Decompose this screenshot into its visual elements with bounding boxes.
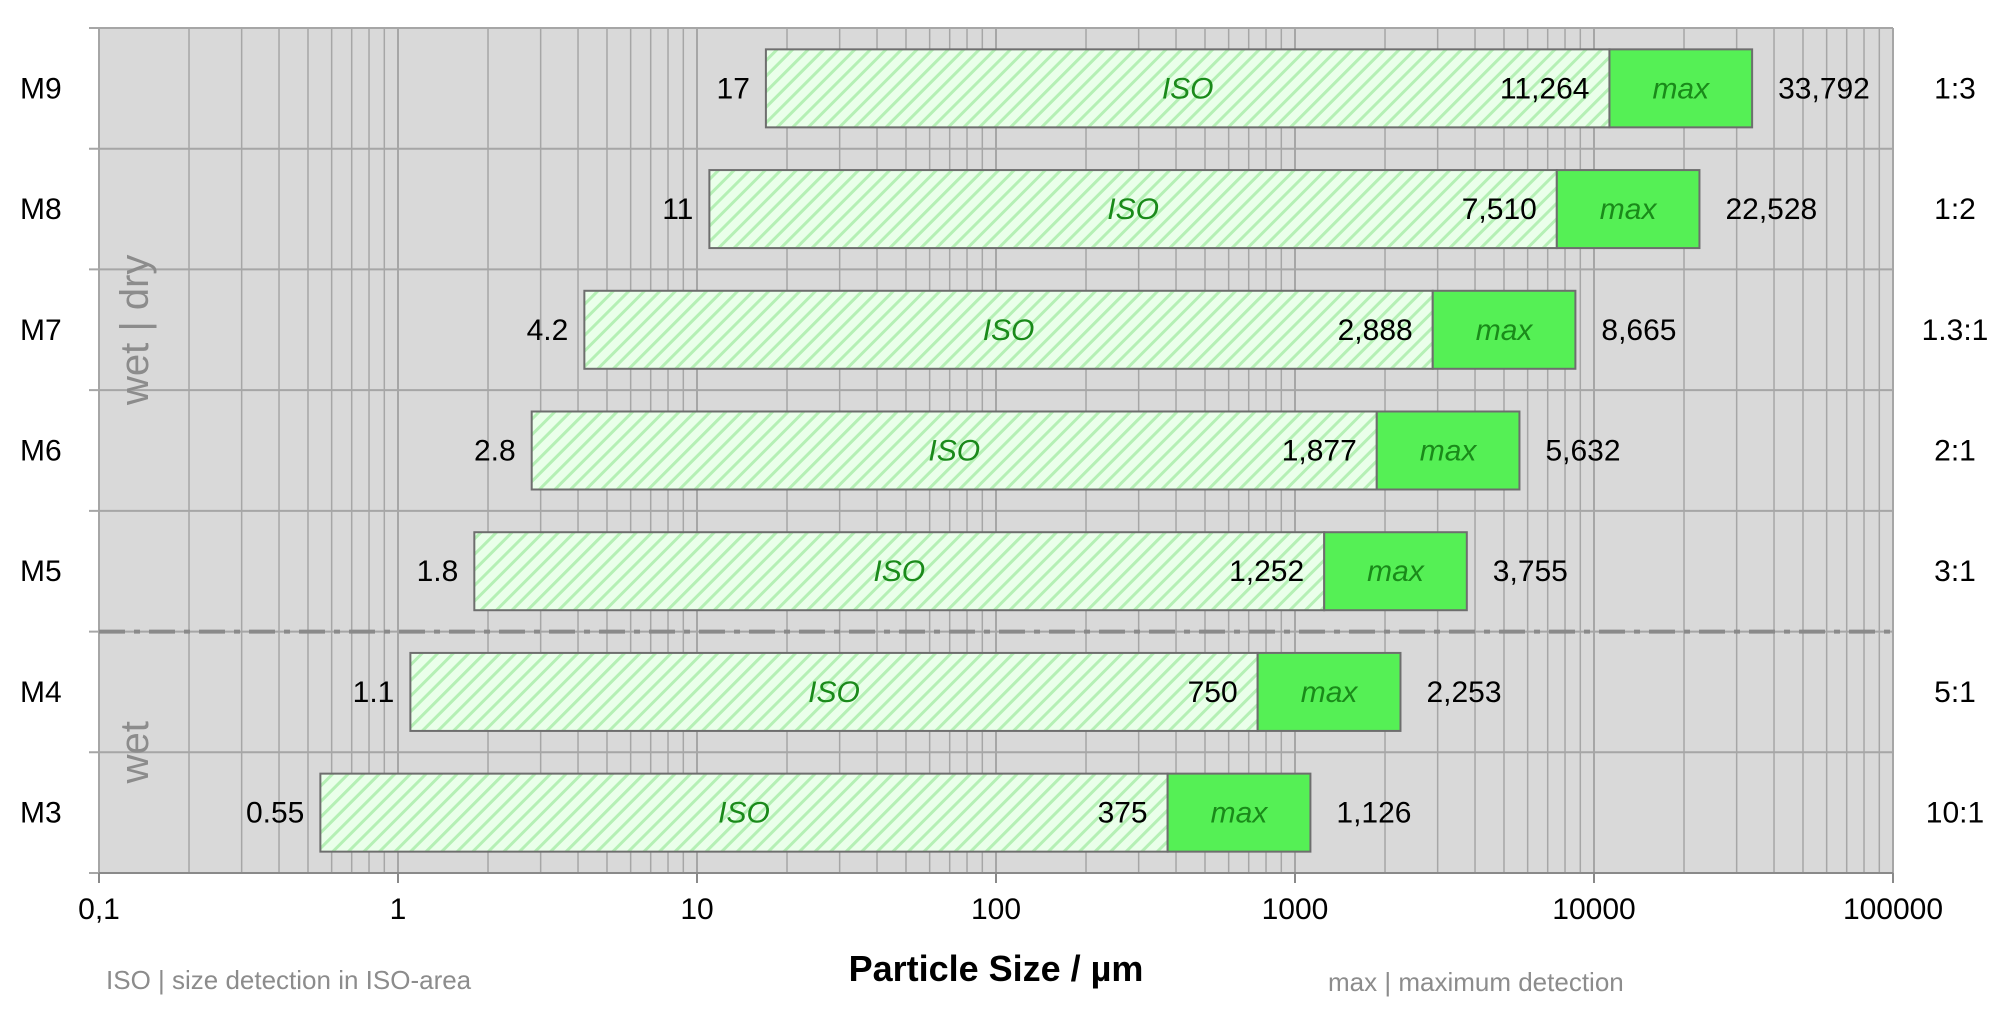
max-segment-label: max bbox=[1211, 797, 1269, 830]
x-tick-label: 100 bbox=[971, 893, 1021, 926]
max-range-bar bbox=[1375, 410, 1521, 491]
ratio-label: 5:1 bbox=[1934, 676, 1976, 709]
ratio-label: 1:3 bbox=[1934, 72, 1976, 105]
max-value-label: 2,253 bbox=[1426, 676, 1501, 709]
iso-min-label: 1.8 bbox=[417, 555, 459, 588]
group-label: wet bbox=[113, 721, 157, 784]
ratio-label: 2:1 bbox=[1934, 435, 1976, 468]
iso-min-label: 2.8 bbox=[474, 435, 516, 468]
max-range-bar bbox=[1608, 48, 1754, 129]
iso-min-label: 1.1 bbox=[353, 676, 395, 709]
row-label: M9 bbox=[20, 72, 62, 105]
max-range-bar bbox=[1323, 531, 1468, 612]
iso-range-bar bbox=[764, 48, 1611, 129]
max-segment-label: max bbox=[1367, 555, 1425, 588]
max-segment-label: max bbox=[1476, 314, 1534, 347]
iso-max-label: 1,252 bbox=[1229, 555, 1304, 588]
ratio-label: 3:1 bbox=[1934, 555, 1976, 588]
x-tick-label: 10000 bbox=[1552, 893, 1635, 926]
iso-legend-note: ISO | size detection in ISO-area bbox=[106, 965, 472, 995]
max-legend-note: max | maximum detection bbox=[1328, 967, 1624, 997]
x-tick-label: 0,1 bbox=[78, 893, 120, 926]
x-tick-label: 100000 bbox=[1843, 893, 1943, 926]
row-label: M4 bbox=[20, 676, 62, 709]
iso-segment-label: ISO bbox=[928, 435, 980, 468]
max-segment-label: max bbox=[1301, 676, 1359, 709]
iso-range-bar bbox=[409, 651, 1259, 732]
iso-range-bar bbox=[473, 531, 1326, 612]
group-label: wet | dry bbox=[113, 255, 157, 406]
x-tick-label: 10 bbox=[680, 893, 713, 926]
x-tick-label: 1000 bbox=[1262, 893, 1329, 926]
row-label: M3 bbox=[20, 797, 62, 830]
max-segment-label: max bbox=[1652, 72, 1710, 105]
max-range-bar bbox=[1166, 772, 1312, 853]
row-label: M6 bbox=[20, 435, 62, 468]
iso-max-label: 11,264 bbox=[1500, 72, 1590, 105]
iso-min-label: 11 bbox=[662, 193, 693, 226]
x-tick-label: 1 bbox=[390, 893, 407, 926]
max-value-label: 3,755 bbox=[1493, 555, 1568, 588]
max-range-bar bbox=[1555, 169, 1701, 250]
ratio-label: 1:2 bbox=[1934, 193, 1976, 226]
iso-max-label: 1,877 bbox=[1282, 435, 1357, 468]
iso-min-label: 0.55 bbox=[246, 797, 304, 830]
iso-min-label: 17 bbox=[717, 72, 750, 105]
iso-segment-label: ISO bbox=[983, 314, 1035, 347]
iso-range-bar bbox=[319, 772, 1169, 853]
iso-max-label: 2,888 bbox=[1338, 314, 1413, 347]
ratio-label: 10:1 bbox=[1926, 797, 1984, 830]
max-range-bar bbox=[1431, 289, 1577, 370]
row-label: M7 bbox=[20, 314, 62, 347]
iso-range-bar bbox=[708, 169, 1558, 250]
x-axis-title: Particle Size / µm bbox=[849, 948, 1144, 989]
max-value-label: 33,792 bbox=[1778, 72, 1870, 105]
max-range-bar bbox=[1256, 651, 1402, 732]
max-value-label: 8,665 bbox=[1601, 314, 1676, 347]
max-segment-label: max bbox=[1420, 435, 1478, 468]
iso-segment-label: ISO bbox=[873, 555, 925, 588]
row-label: M8 bbox=[20, 193, 62, 226]
max-value-label: 5,632 bbox=[1545, 435, 1620, 468]
iso-min-label: 4.2 bbox=[527, 314, 569, 347]
iso-segment-label: ISO bbox=[808, 676, 860, 709]
iso-segment-label: ISO bbox=[718, 797, 770, 830]
row-label: M5 bbox=[20, 555, 62, 588]
iso-max-label: 750 bbox=[1188, 676, 1238, 709]
max-value-label: 22,528 bbox=[1725, 193, 1817, 226]
max-value-label: 1,126 bbox=[1336, 797, 1411, 830]
iso-range-bar bbox=[583, 289, 1434, 370]
iso-segment-label: ISO bbox=[1107, 193, 1159, 226]
max-segment-label: max bbox=[1600, 193, 1658, 226]
iso-max-label: 375 bbox=[1098, 797, 1148, 830]
iso-max-label: 7,510 bbox=[1462, 193, 1537, 226]
iso-segment-label: ISO bbox=[1162, 72, 1214, 105]
ratio-label: 1.3:1 bbox=[1922, 314, 1989, 347]
